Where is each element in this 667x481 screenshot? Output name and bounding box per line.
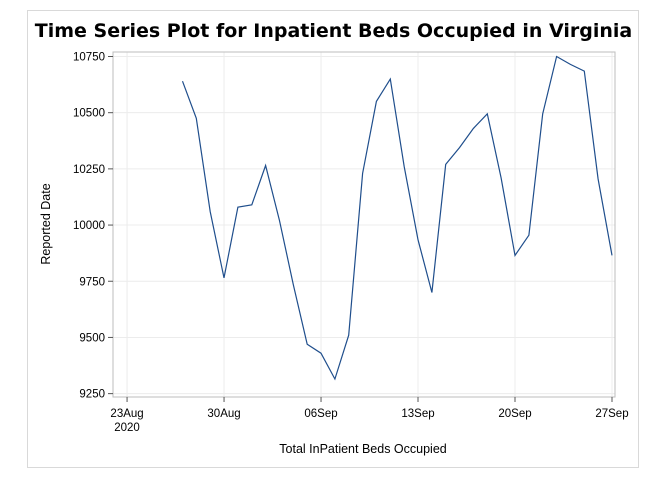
y-tick-label: 10250	[73, 164, 105, 176]
y-axis: 9250 9500 9750 10000 10250 10500 10750	[73, 51, 113, 401]
chart-title: Time Series Plot for Inpatient Beds Occu…	[34, 20, 633, 42]
x-tick-label: 23Aug	[110, 408, 143, 420]
x-axis: 23Aug 2020 30Aug 06Sep 13Sep 20Sep 27Sep	[110, 397, 629, 434]
axes-box	[112, 51, 616, 398]
y-tick-label: 10750	[73, 51, 105, 63]
chart-frame	[27, 10, 639, 468]
x-tick-label: 20Sep	[498, 408, 531, 420]
series-line	[181, 55, 613, 381]
x-tick-label: 06Sep	[304, 408, 337, 420]
x-tick-sublabel: 2020	[114, 422, 140, 434]
y-tick-label: 9500	[79, 332, 105, 344]
x-axis-label: Total InPatient Beds Occupied	[279, 442, 447, 456]
y-tick-label: 9250	[79, 389, 105, 401]
y-tick-label: 10500	[73, 108, 105, 120]
y-axis-label: Reported Date	[39, 183, 53, 265]
x-tick-label: 30Aug	[207, 408, 240, 420]
y-tick-label: 10000	[73, 220, 105, 232]
x-tick-label: 27Sep	[595, 408, 628, 420]
y-tick-label: 9750	[79, 276, 105, 288]
grid-lines	[113, 52, 615, 397]
x-tick-label: 13Sep	[401, 408, 434, 420]
